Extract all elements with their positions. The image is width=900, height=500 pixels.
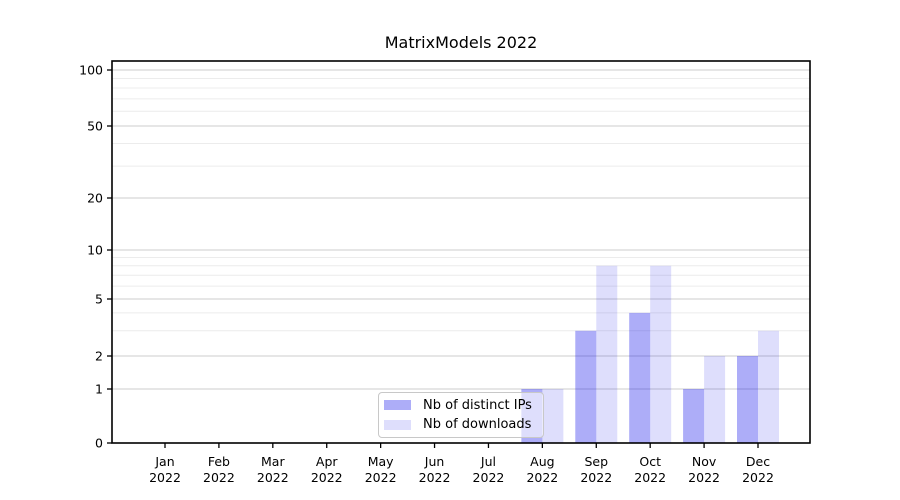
x-tick-label-year: 2022	[526, 470, 558, 485]
x-tick-label-year: 2022	[257, 470, 289, 485]
y-tick-label: 20	[87, 191, 103, 206]
bar-distinct-ips-sep	[575, 330, 597, 443]
x-tick-label-month: May	[368, 454, 394, 469]
x-tick-label-month: Jun	[424, 454, 445, 469]
x-tick-label-year: 2022	[203, 470, 235, 485]
legend: Nb of distinct IPs Nb of downloads	[378, 392, 544, 438]
chart-title: MatrixModels 2022	[384, 33, 538, 52]
x-tick-label-month: Sep	[584, 454, 608, 469]
x-tick-label-month: Oct	[639, 454, 661, 469]
bar-distinct-ips-nov	[683, 389, 705, 443]
x-tick-label-month: Apr	[316, 454, 338, 469]
x-tick-label-year: 2022	[419, 470, 451, 485]
legend-item-distinct-ips: Nb of distinct IPs	[384, 396, 537, 414]
bar-distinct-ips-dec	[737, 356, 758, 443]
bar-downloads-nov	[704, 356, 726, 443]
y-tick-label: 50	[87, 119, 103, 134]
y-tick-label: 2	[95, 349, 103, 364]
legend-label-distinct-ips: Nb of distinct IPs	[423, 397, 532, 413]
x-tick-label-month: Jan	[154, 454, 174, 469]
legend-swatch-downloads-icon	[384, 419, 411, 430]
x-tick-label-month: Jul	[480, 454, 496, 469]
x-tick-label-month: Nov	[692, 454, 717, 469]
x-tick-label-month: Dec	[746, 454, 770, 469]
y-tick-label: 0	[95, 436, 103, 451]
x-tick-label-year: 2022	[311, 470, 343, 485]
bar-distinct-ips-oct	[629, 312, 651, 443]
y-tick-label: 1	[95, 382, 103, 397]
x-tick-label-month: Aug	[530, 454, 554, 469]
x-tick-label-year: 2022	[580, 470, 612, 485]
x-tick-label-year: 2022	[688, 470, 720, 485]
bar-downloads-dec	[758, 330, 779, 443]
x-tick-label-year: 2022	[473, 470, 505, 485]
legend-item-downloads: Nb of downloads	[384, 416, 537, 434]
y-tick-label: 100	[79, 63, 103, 78]
y-tick-label: 10	[87, 243, 103, 258]
y-tick-label: 5	[95, 292, 103, 307]
x-tick-label-year: 2022	[149, 470, 181, 485]
x-tick-label-year: 2022	[365, 470, 397, 485]
bar-downloads-oct	[650, 265, 672, 443]
bar-downloads-sep	[596, 265, 618, 443]
x-tick-label-month: Feb	[208, 454, 230, 469]
bar-downloads-aug	[542, 389, 564, 443]
x-tick-label-year: 2022	[742, 470, 774, 485]
axes-frame	[111, 60, 811, 444]
legend-label-downloads: Nb of downloads	[423, 417, 532, 433]
x-tick-label-year: 2022	[634, 470, 666, 485]
x-tick-label-month: Mar	[261, 454, 285, 469]
legend-swatch-distinct-ips-icon	[384, 400, 411, 411]
